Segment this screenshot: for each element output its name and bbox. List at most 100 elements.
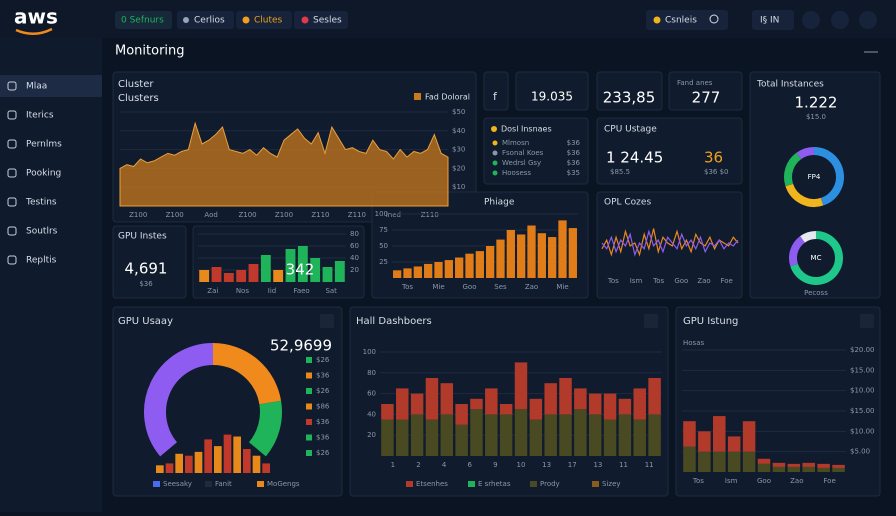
bar: [194, 451, 203, 473]
icon-button[interactable]: [831, 11, 849, 29]
legend-label: Prody: [540, 480, 560, 488]
legend-swatch: [406, 481, 413, 487]
x-tick-label: Z100: [275, 211, 293, 219]
list-label: Hoosess: [502, 169, 531, 177]
tab[interactable]: [236, 11, 292, 29]
bar-segment: [757, 458, 771, 464]
x-tick-label: Tos: [652, 277, 664, 285]
bar-segment: [802, 466, 815, 472]
y-tick-label: $30: [452, 146, 465, 154]
area: [119, 121, 449, 207]
bar-segment: [440, 414, 454, 456]
stat: 19.035: [531, 90, 573, 104]
bar-segment: [802, 462, 815, 467]
x-tick-label: 6: [467, 461, 472, 469]
bar: [334, 261, 345, 282]
tab-label[interactable]: Clutes: [254, 16, 283, 26]
bar-segment: [633, 419, 646, 456]
donut-segment: [813, 147, 844, 206]
bar: [223, 434, 232, 473]
bar: [243, 449, 251, 473]
bar: [252, 455, 261, 473]
bar-segment: [698, 431, 711, 452]
bar-segment: [633, 388, 646, 420]
bar: [199, 270, 210, 282]
legend-swatch: [468, 481, 475, 487]
panel: [749, 71, 881, 299]
bar: [297, 246, 308, 282]
panel: [596, 71, 663, 111]
tab[interactable]: [177, 11, 234, 29]
panel: [112, 306, 343, 497]
bar-segment: [574, 409, 587, 456]
sidebar-item[interactable]: Pooking: [26, 169, 61, 179]
icon-button[interactable]: [859, 11, 877, 29]
account-text[interactable]: I§ IN: [760, 16, 779, 26]
tab[interactable]: [115, 11, 172, 29]
y-tick-label: 80: [350, 230, 359, 238]
bar: [393, 270, 402, 278]
sidebar-item[interactable]: Repltis: [26, 256, 57, 266]
icon-button[interactable]: [802, 11, 820, 29]
legend-label: $36: [316, 372, 330, 380]
stat-label: Fand anes: [677, 79, 713, 87]
tab-icon: [183, 17, 189, 23]
logo[interactable]: aws: [14, 5, 58, 29]
search-text[interactable]: Csnleis: [665, 16, 697, 26]
tab[interactable]: [294, 11, 348, 29]
bar-segment: [470, 398, 483, 410]
x-tick-label: Tos: [607, 277, 619, 285]
bar-segment: [603, 393, 617, 420]
sidebar-item[interactable]: Mlaa: [26, 82, 47, 92]
expand-button[interactable]: [320, 314, 334, 328]
legend-swatch: [306, 403, 312, 410]
sidebar-icon: [7, 139, 17, 149]
x-tick-label: Goo: [463, 283, 477, 291]
x-tick-label: 1: [391, 461, 395, 469]
bar-segment: [588, 393, 602, 415]
x-tick-label: Z110: [421, 211, 439, 219]
legend-label: $36: [316, 434, 330, 442]
panel: [668, 71, 743, 111]
bar: [475, 251, 484, 278]
legend-label: $26: [316, 449, 330, 457]
bar: [322, 267, 333, 282]
bar-segment: [396, 388, 409, 420]
y-tick-label: 75: [379, 226, 388, 234]
bar-segment: [757, 463, 771, 472]
page-title: Monitoring: [115, 44, 185, 59]
logo-smile: [15, 27, 53, 35]
donut-label: MC: [811, 254, 822, 262]
icon: [491, 126, 497, 132]
panel-title: Phiage: [484, 198, 515, 208]
sidebar-item[interactable]: Iterics: [26, 111, 54, 121]
bar-segment: [425, 419, 439, 456]
sidebar-item[interactable]: Pernlms: [26, 140, 62, 150]
x-tick-label: 9: [493, 461, 497, 469]
list-dot: [492, 140, 498, 146]
x-tick-label: Zao: [790, 477, 803, 485]
tab-label[interactable]: Cerlios: [194, 16, 225, 26]
stat: 277: [692, 89, 721, 107]
sidebar-item[interactable]: Soutlrs: [26, 227, 58, 237]
account[interactable]: [752, 10, 794, 30]
bar: [204, 439, 212, 473]
stat-sub: $36 $0: [704, 168, 729, 176]
expand-button[interactable]: [860, 314, 874, 328]
x-tick-label: Ism: [725, 477, 738, 485]
search-box[interactable]: [646, 10, 728, 30]
expand-button[interactable]: [644, 314, 658, 328]
sidebar-item[interactable]: Testins: [25, 198, 57, 208]
line: [601, 228, 739, 257]
list-label: Mlmosn: [502, 139, 529, 147]
bar-segment: [425, 378, 439, 420]
panel-title: Dosl Insnaes: [501, 125, 552, 134]
tab-label[interactable]: 0 Sefnurs: [121, 16, 164, 26]
stat: 233,85: [603, 89, 656, 107]
donut-segment: [789, 236, 806, 267]
bar: [548, 237, 557, 278]
bar-segment: [713, 416, 726, 452]
tab-label[interactable]: Sesles: [313, 16, 342, 26]
search-glass[interactable]: [709, 14, 719, 24]
